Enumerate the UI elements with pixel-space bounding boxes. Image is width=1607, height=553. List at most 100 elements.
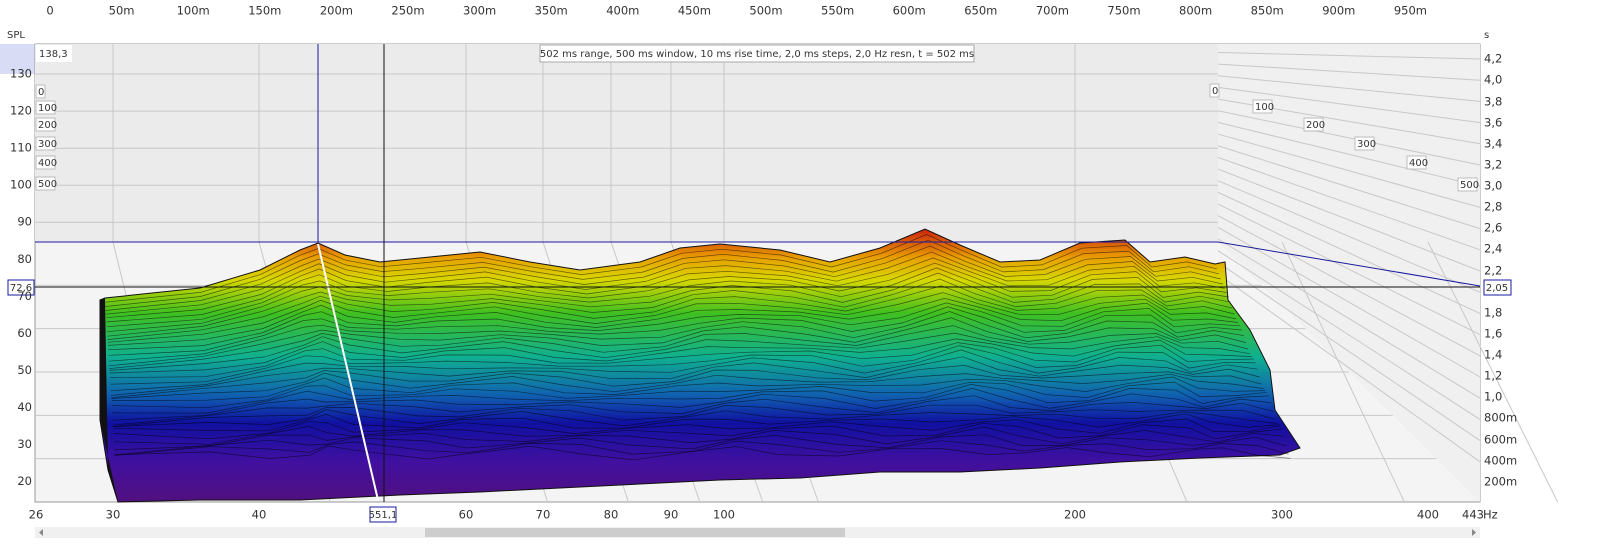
contour-line [114,440,1289,456]
depth-label: 100 [1255,102,1274,113]
contour-line [110,365,1262,399]
readout: 72,6 [10,283,32,294]
top-tick-label: 350m [535,4,568,18]
y-tick-label: 130 [10,67,32,81]
grid-line [1217,191,1481,314]
top-tick-label: 150m [248,4,281,18]
top-tick-label: 50m [109,4,135,18]
contour-line [110,345,1256,385]
grid-line [1217,121,1481,187]
y-tick-label: 50 [17,363,32,377]
readout-box [7,279,35,296]
depth-label-box [1406,155,1427,170]
y-tick-label: 80 [17,252,32,266]
top-tick-label: 450m [678,4,711,18]
y2-tick-label: 2,2 [1484,264,1502,278]
axis-title: SPL [7,30,25,41]
x-tick-label: 60 [459,508,474,522]
readout-box [36,45,72,62]
x-tick-label: 80 [604,508,619,522]
contour-line [107,278,1233,337]
top-tick-label: 700m [1036,4,1069,18]
top-tick-label: 300m [463,4,496,18]
readout: 2,05 [1486,283,1508,294]
info-text: 502 ms range, 500 ms window, 10 ms rise … [540,49,974,60]
contour-line [108,306,1243,356]
depth-label-box [35,176,56,191]
contour-line [109,325,1248,369]
top-tick-label: 900m [1322,4,1355,18]
depth-label: 400 [1409,158,1428,169]
grid-line [1427,241,1559,503]
contour-line [112,395,1274,426]
contour-line [106,262,1227,323]
x-tick-label: 70 [536,508,551,522]
grid-line [1217,261,1481,442]
depth-label: 200 [1306,120,1325,131]
grid-line [1217,168,1481,272]
top-tick-label: 650m [964,4,997,18]
y2-tick-label: 1,0 [1484,390,1502,404]
grid-line [1217,86,1481,124]
y2-tick-label: 2,8 [1484,200,1502,214]
y2-tick-label: 200m [1484,475,1517,489]
scrollbar-thumb[interactable] [425,528,845,537]
y-tick-label: 60 [17,326,32,340]
depth-label-box [1354,136,1375,151]
top-tick-label: 950m [1394,4,1427,18]
contour-line [114,434,1287,456]
top-tick-label: 850m [1251,4,1284,18]
back-wall [35,44,1218,242]
y2-tick-label: 600m [1484,433,1517,447]
depth-label-box [35,84,46,99]
contour-line [114,445,1291,461]
y2-tick-label: 1,2 [1484,369,1502,383]
waterfall-surface [99,228,1301,503]
top-tick-label: 750m [1107,4,1140,18]
depth-label: 300 [38,139,57,150]
y2-tick-label: 400m [1484,454,1517,468]
depth-label: 0 [38,87,44,98]
contour-line [110,349,1258,392]
grid-line [1217,75,1481,102]
grid-line [1217,133,1481,208]
grid-line [1217,203,1481,336]
y2-tick-label: 800m [1484,411,1517,425]
contour-lines [105,234,1291,461]
top-tick-label: 600m [893,4,926,18]
depth-label-box [1209,83,1220,98]
contour-line [113,413,1279,432]
contour-line [109,338,1252,374]
y2-tick-label: 4,2 [1484,52,1502,66]
top-tick-label: 550m [821,4,854,18]
grid-line [1217,156,1481,251]
top-tick-label: 0 [46,4,53,18]
top-tick-label: 250m [391,4,424,18]
contour-line [113,426,1285,451]
info-box [539,44,975,63]
grid-line [1217,226,1481,378]
x-tick-label: 90 [664,508,679,522]
top-tick-label: 500m [749,4,782,18]
grid-line [1217,180,1481,293]
top-tick-label: 800m [1179,4,1212,18]
depth-label-box [1457,177,1478,192]
contour-line [111,384,1270,414]
depth-label: 100 [38,103,57,114]
y2-tick-label: 4,0 [1484,73,1502,87]
readout: 138,3 [39,49,68,60]
surface-edge [100,298,118,502]
y2-tick-label: 1,4 [1484,348,1502,362]
selection-highlight [0,44,35,74]
y-tick-label: 90 [17,215,32,229]
contour-line [111,381,1268,409]
depth-label: 400 [38,158,57,169]
cursor-line [35,241,1481,287]
x-tick-label: 26 [29,508,44,522]
y-tick-label: 120 [10,104,32,118]
contour-line [109,342,1254,378]
contour-line [105,239,1219,307]
y-tick-label: 70 [17,289,32,303]
contour-line [111,372,1264,399]
